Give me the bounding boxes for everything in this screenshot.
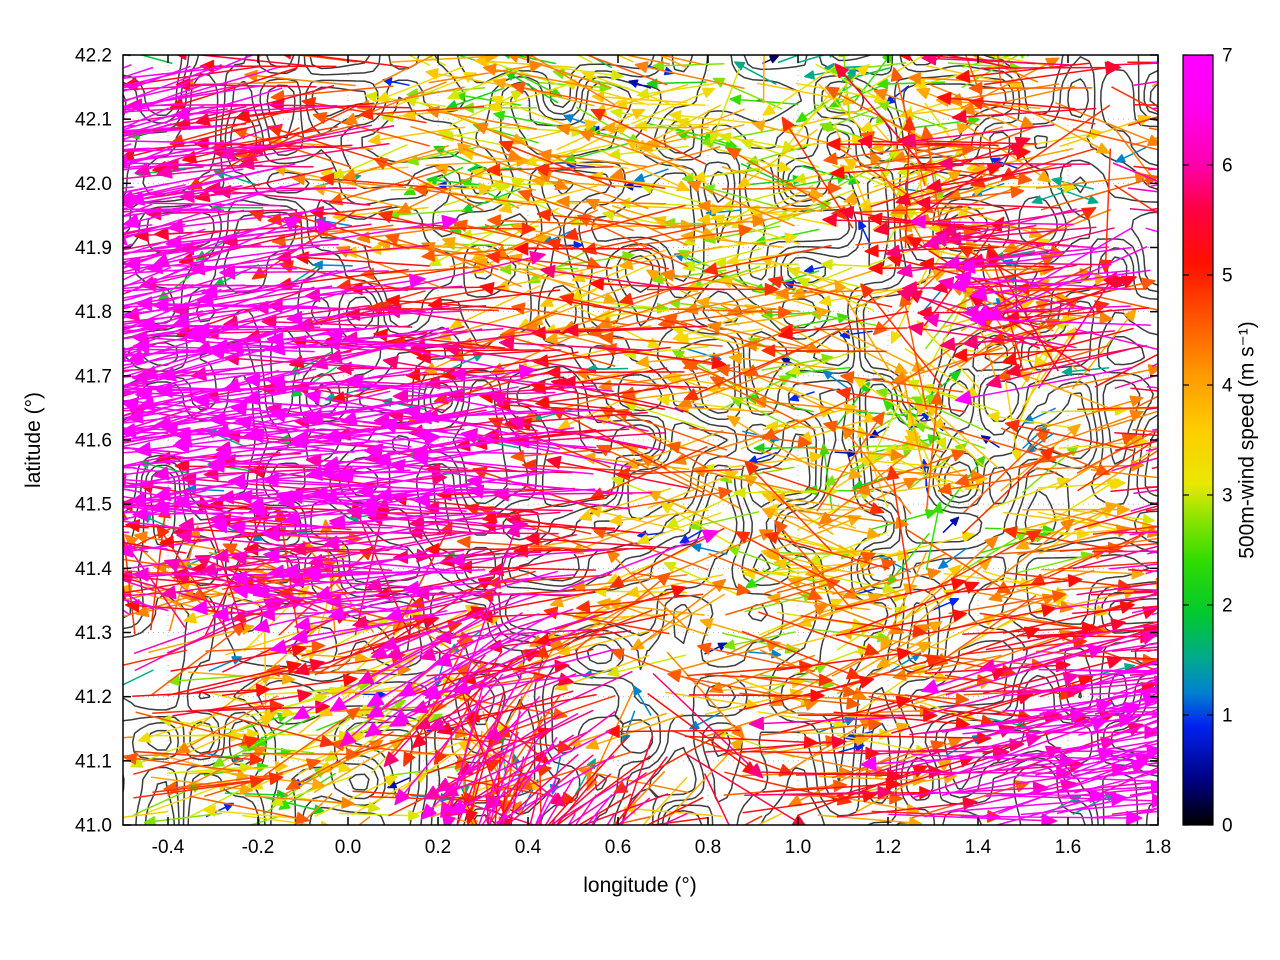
x-tick-label: -0.4	[152, 837, 185, 858]
colorbar-tick-label: 4	[1222, 376, 1233, 397]
colorbar-tick-label: 1	[1222, 706, 1233, 727]
x-tick-label: 0.6	[605, 837, 631, 858]
x-tick-label: 0.2	[425, 837, 451, 858]
y-tick-label: 41.6	[75, 431, 112, 452]
x-tick-label: 0.8	[695, 837, 721, 858]
colorbar-tick-label: 7	[1222, 46, 1233, 67]
x-tick-label: 1.6	[1055, 837, 1081, 858]
colorbar-tick-label: 0	[1222, 816, 1233, 837]
x-axis-title: longitude (°)	[583, 874, 697, 897]
y-tick-label: 41.7	[75, 366, 112, 387]
colorbar-title: 500m-wind speed (m s⁻¹)	[1235, 321, 1259, 559]
x-tick-label: 1.8	[1145, 837, 1171, 858]
colorbar-tick-label: 6	[1222, 156, 1233, 177]
y-tick-label: 42.1	[75, 110, 112, 131]
x-tick-label: -0.2	[242, 837, 275, 858]
y-axis-title: latitude (°)	[22, 392, 45, 488]
y-tick-label: 41.0	[75, 816, 112, 837]
tick-labels: -0.4 -0.2 0.0 0.2 0.4 0.6 0.8 1.0 1.2 1.4 1.6 1.841…	[75, 46, 1233, 859]
wind-arrow-group	[762, 55, 779, 65]
x-tick-label: 1.0	[785, 837, 811, 858]
x-tick-label: 1.2	[875, 837, 901, 858]
colorbar-gradient	[1183, 55, 1213, 825]
colorbar-tick-label: 2	[1222, 596, 1233, 617]
y-tick-label: 41.4	[75, 559, 112, 580]
x-tick-label: 1.4	[965, 837, 992, 858]
x-tick-label: 0.0	[335, 837, 361, 858]
y-tick-label: 42.2	[75, 46, 112, 67]
y-tick-label: 41.2	[75, 687, 112, 708]
colorbar-tick-label: 5	[1222, 266, 1233, 287]
colorbar-ticks	[1183, 54, 1213, 826]
axis-ticks	[123, 54, 1159, 826]
y-tick-label: 41.8	[75, 302, 112, 323]
y-tick-label: 41.9	[75, 238, 112, 259]
y-tick-label: 42.0	[75, 174, 112, 195]
x-tick-label: 0.4	[515, 837, 542, 858]
y-tick-label: 41.1	[75, 751, 112, 772]
wind-arrow-group	[123, 55, 1158, 825]
y-tick-label: 41.3	[75, 623, 112, 644]
y-tick-label: 41.5	[75, 495, 112, 516]
colorbar-border	[1182, 54, 1214, 826]
colorbar-tick-label: 3	[1222, 486, 1233, 507]
